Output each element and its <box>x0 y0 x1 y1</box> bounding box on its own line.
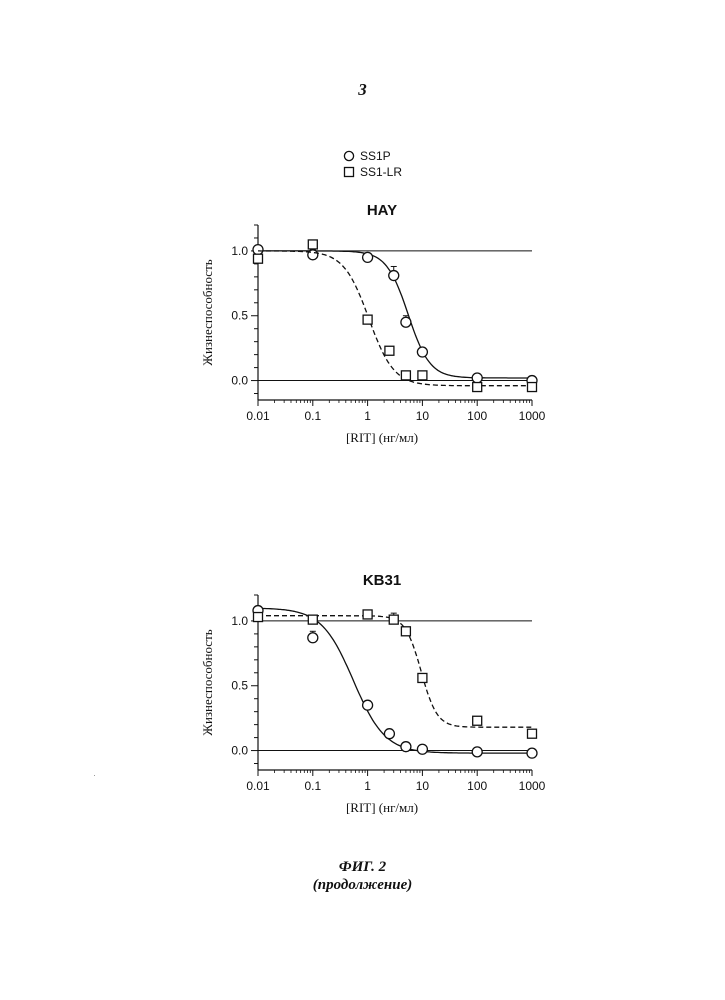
legend-label-ss1-lr: SS1-LR <box>360 164 402 180</box>
data-point-ss1p-kb31 <box>363 700 373 710</box>
chart-title-hay: HAY <box>367 202 397 219</box>
fit-curve-ss1p-hay <box>258 251 532 378</box>
data-point-ss1-lr-kb31 <box>389 615 398 624</box>
figure-caption: ФИГ. 2 (продолжение) <box>0 858 725 894</box>
data-point-ss1-lr-kb31 <box>401 627 410 636</box>
y-tick-label-kb31: 1.0 <box>231 614 248 628</box>
x-tick-label-kb31: 1 <box>364 779 371 793</box>
data-point-ss1p-hay <box>472 373 482 383</box>
square-marker-icon <box>343 166 355 178</box>
x-axis-label-hay: [RIT] (нг/мл) <box>346 430 418 445</box>
data-point-ss1-lr-hay <box>528 383 537 392</box>
data-point-ss1-lr-hay <box>418 371 427 380</box>
x-tick-label-kb31: 100 <box>467 779 487 793</box>
data-point-ss1-lr-hay <box>401 371 410 380</box>
x-tick-label-hay: 10 <box>416 409 430 423</box>
data-point-ss1p-kb31 <box>401 742 411 752</box>
data-point-ss1p-kb31 <box>527 748 537 758</box>
legend-label-ss1p: SS1P <box>360 148 391 164</box>
legend-entry-ss1p: SS1P <box>343 148 402 164</box>
data-point-ss1-lr-kb31 <box>418 673 427 682</box>
x-tick-label-hay: 0.1 <box>304 409 321 423</box>
data-point-ss1p-hay <box>401 317 411 327</box>
data-point-ss1-lr-kb31 <box>308 615 317 624</box>
x-tick-label-kb31: 1000 <box>519 779 546 793</box>
data-point-ss1p-hay <box>253 245 263 255</box>
chart-legend: SS1P SS1-LR <box>343 148 402 180</box>
y-tick-label-hay: 1.0 <box>231 244 248 258</box>
x-tick-label-kb31: 0.01 <box>246 779 270 793</box>
data-point-ss1-lr-kb31 <box>363 610 372 619</box>
fit-curve-ss1p-kb31 <box>258 608 532 753</box>
chart-hay: HAY 0.0 0.5 1.0 0.01 0.1 1 10 100 1000 [RIT] (нг/м… <box>0 195 725 460</box>
chart-title-kb31: KB31 <box>363 572 401 589</box>
data-point-ss1-lr-hay <box>308 240 317 249</box>
figure-caption-subtitle: (продолжение) <box>0 876 725 894</box>
data-point-ss1-lr-kb31 <box>473 716 482 725</box>
page-number: 3 <box>0 80 725 100</box>
x-tick-label-hay: 0.01 <box>246 409 270 423</box>
data-point-ss1p-kb31 <box>308 633 318 643</box>
data-point-ss1p-kb31 <box>472 747 482 757</box>
data-point-ss1p-hay <box>417 347 427 357</box>
chart-kb31-svg: KB31 0.0 0.5 1.0 0.01 0.1 1 10 100 1000 [RIT] (нг/… <box>0 565 725 830</box>
y-axis-label-kb31: Жизнеспособность <box>200 629 215 735</box>
x-tick-label-kb31: 0.1 <box>304 779 321 793</box>
x-tick-label-kb31: 10 <box>416 779 430 793</box>
data-point-ss1p-hay <box>308 250 318 260</box>
data-point-ss1-lr-kb31 <box>254 613 263 622</box>
legend-entry-ss1-lr: SS1-LR <box>343 164 402 180</box>
y-tick-label-hay: 0.0 <box>231 374 248 388</box>
y-tick-label-kb31: 0.0 <box>231 744 248 758</box>
data-point-ss1p-kb31 <box>384 729 394 739</box>
data-point-ss1-lr-kb31 <box>528 729 537 738</box>
fit-curve-ss1-lr-kb31 <box>258 616 532 728</box>
data-point-ss1-lr-hay <box>363 315 372 324</box>
x-tick-label-hay: 1 <box>364 409 371 423</box>
x-tick-label-hay: 100 <box>467 409 487 423</box>
data-point-ss1-lr-hay <box>254 254 263 263</box>
figure-caption-title: ФИГ. 2 <box>0 858 725 876</box>
scan-speck <box>94 775 95 776</box>
data-point-ss1-lr-hay <box>473 383 482 392</box>
y-tick-label-hay: 0.5 <box>231 309 248 323</box>
x-axis-label-kb31: [RIT] (нг/мл) <box>346 800 418 815</box>
data-point-ss1p-kb31 <box>417 744 427 754</box>
data-point-ss1-lr-hay <box>385 346 394 355</box>
circle-marker-icon <box>343 150 355 162</box>
y-tick-label-kb31: 0.5 <box>231 679 248 693</box>
data-point-ss1p-hay <box>363 252 373 262</box>
x-tick-label-hay: 1000 <box>519 409 546 423</box>
data-point-ss1p-hay <box>389 271 399 281</box>
y-axis-label-hay: Жизнеспособность <box>200 259 215 365</box>
chart-hay-svg: HAY 0.0 0.5 1.0 0.01 0.1 1 10 100 1000 [RIT] (нг/м… <box>0 195 725 460</box>
chart-kb31: KB31 0.0 0.5 1.0 0.01 0.1 1 10 100 1000 [RIT] (нг/… <box>0 565 725 830</box>
